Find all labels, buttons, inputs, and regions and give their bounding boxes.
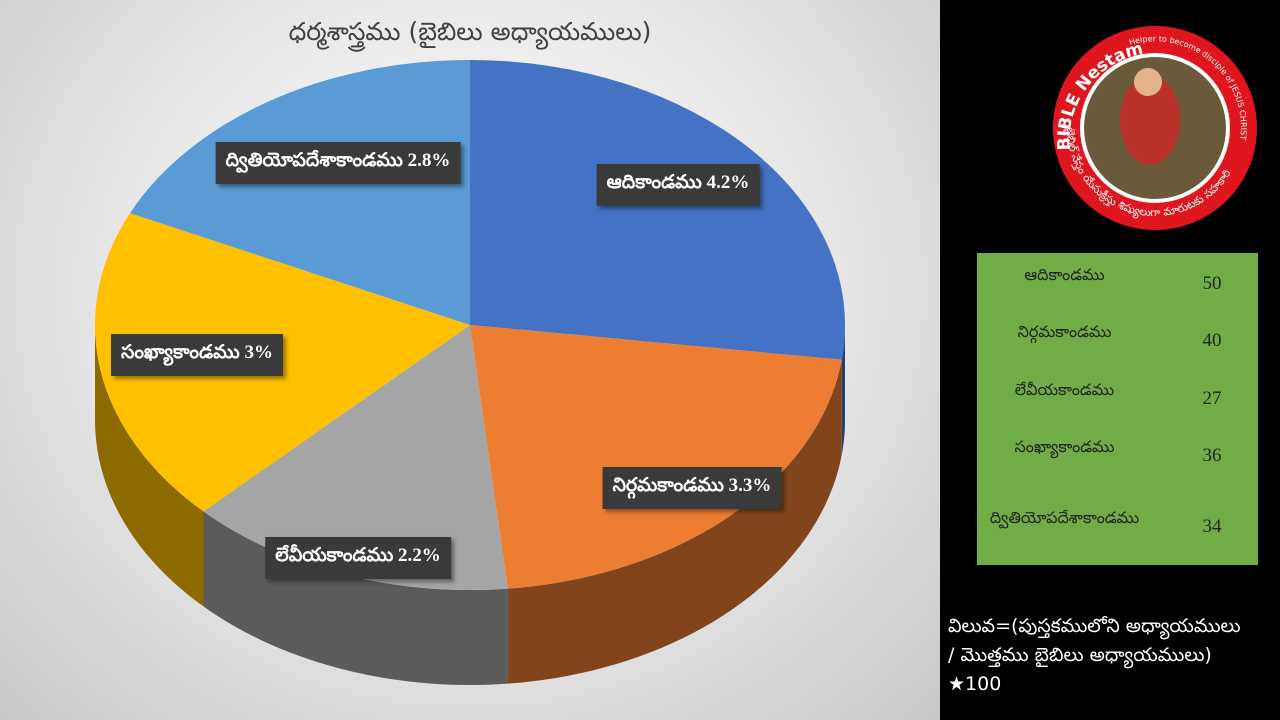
data-label: ఆదికాండము 4.2%	[596, 164, 760, 206]
label-category: లేవీయకాండము	[275, 545, 394, 566]
chapter-count: 40	[1202, 330, 1222, 351]
label-value: 2.8%	[407, 150, 451, 171]
note-line: విలువ=(పుస్తకములోని అధ్యాయములు	[948, 615, 1241, 637]
formula-note: విలువ=(పుస్తకములోని అధ్యాయములు / మొత్తము …	[948, 612, 1241, 699]
chart: ధర్మశాస్త్రము (బైబిలు అధ్యాయములు)	[95, 17, 845, 685]
slice	[203, 325, 508, 590]
slice-side	[507, 359, 842, 684]
slice	[470, 60, 845, 360]
chapter-count: 50	[1202, 273, 1222, 294]
chapters-table: ఆదికాండము 50 నిర్గమకాండము 40 లేవీయకాండము 27 సం…	[977, 253, 1258, 565]
chapter-count: 27	[1202, 388, 1222, 409]
slice	[470, 325, 842, 589]
note-line: ★100	[948, 673, 1002, 695]
chapter-count: 36	[1202, 445, 1222, 466]
slice	[130, 60, 470, 325]
logo-tagline: Helper to become disciple of JESUS CHRIS…	[1128, 34, 1248, 141]
slice-side	[841, 325, 845, 455]
label-category: సంఖ్యాకాండము	[120, 342, 240, 363]
note-line: / మొత్తము బైబిలు అధ్యాయములు)	[948, 644, 1212, 666]
logo-ring	[1053, 26, 1257, 230]
data-label: లేవీయకాండము 2.2%	[265, 537, 451, 579]
book-name: సంఖ్యాకాండము	[1014, 437, 1115, 456]
chart-title: ధర్మశాస్త్రము (బైబిలు అధ్యాయములు)	[289, 17, 652, 52]
label-value: 3%	[244, 342, 274, 363]
label-category: ఆదికాండము	[606, 172, 702, 193]
data-label: నిర్గమకాండము 3.3%	[602, 467, 782, 509]
logo-figure	[1120, 75, 1180, 165]
slice-side	[95, 325, 204, 607]
label-category: నిర్గమకాండము	[612, 475, 724, 496]
book-name: ద్వితియోపదేశాకాండము	[989, 508, 1140, 527]
label-value: 2.2%	[398, 545, 441, 566]
data-label: ద్వితియోపదేశాకాండము 2.8%	[215, 142, 461, 184]
logo-face	[1134, 68, 1162, 96]
label-category: ద్వితియోపదేశాకాండము	[225, 150, 403, 171]
table-row: లేవీయకాండము 27	[977, 380, 1258, 409]
table-row: ఆదికాండము 50	[977, 265, 1258, 294]
book-name: నిర్గమకాండము	[1017, 322, 1112, 341]
logo-telugu: బైబిల్ నేస్తం యేసుక్రీస్తు శిష్యులుగా మా…	[1063, 127, 1234, 220]
data-label: సంఖ్యాకాండము 3%	[110, 334, 284, 376]
book-name: లేవీయకాండము	[1014, 380, 1115, 399]
label-value: 3.3%	[728, 475, 772, 496]
table-row: నిర్గమకాండము 40	[977, 322, 1258, 351]
logo-name: BIBLE Nestam	[1054, 39, 1145, 151]
table-row: ద్వితియోపదేశాకాండము 34	[977, 508, 1258, 537]
label-value: 4.2%	[706, 172, 750, 193]
chapter-count: 34	[1202, 516, 1222, 537]
logo-inner-border	[1080, 53, 1230, 203]
table-row: సంఖ్యాకాండము 36	[977, 437, 1258, 466]
logo-picture	[1084, 57, 1226, 199]
book-name: ఆదికాండము	[1024, 265, 1105, 284]
